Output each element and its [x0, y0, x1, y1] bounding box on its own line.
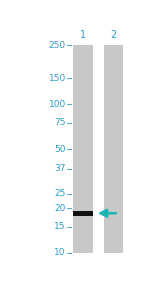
Text: 100: 100: [49, 100, 66, 109]
Text: 2: 2: [110, 30, 117, 40]
Text: 1: 1: [80, 30, 86, 40]
Bar: [73, 211, 93, 216]
Text: 25: 25: [54, 189, 66, 198]
Text: 20: 20: [54, 204, 66, 213]
Text: 50: 50: [54, 144, 66, 154]
Text: 10: 10: [54, 248, 66, 257]
Text: 250: 250: [49, 41, 66, 50]
Bar: [104, 45, 123, 253]
Text: 150: 150: [49, 74, 66, 83]
Text: 15: 15: [54, 222, 66, 231]
Bar: [73, 45, 93, 253]
Text: 37: 37: [54, 164, 66, 173]
Text: 75: 75: [54, 118, 66, 127]
